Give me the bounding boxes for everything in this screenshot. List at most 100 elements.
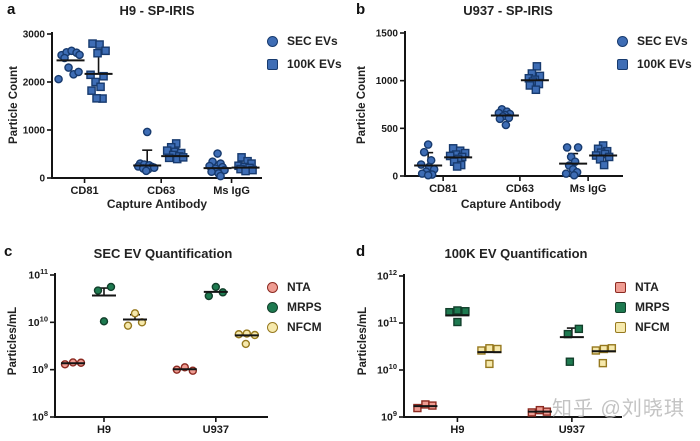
data-point — [99, 317, 109, 326]
x-tick-label: Ms IgG — [213, 185, 250, 197]
data-point — [211, 282, 221, 292]
chart-b-canvas: 0 500 1000 1500 CD81 CD63 Ms IgG — [376, 29, 623, 195]
y-tick-label: 109 — [32, 362, 48, 377]
chart-b-y-axis-title: Particle Count — [356, 66, 368, 144]
x-tick-label: H9 — [97, 424, 111, 436]
chart-d-canvas: 109 1010 1011 1012 H9 U937 — [377, 268, 622, 436]
data-point — [164, 153, 174, 163]
legend-item: MRPS — [615, 297, 670, 317]
circle-marker-icon — [267, 281, 278, 293]
legend-label: NFCM — [287, 320, 322, 334]
chart-a-title: H9 - SP-IRIS — [119, 3, 195, 18]
x-tick-label: CD63 — [147, 185, 175, 197]
data-point — [501, 120, 511, 130]
chart-a-canvas: 0 1000 2000 3000 CD81 CD63 Ms IgG — [23, 30, 262, 197]
chart-b-x-axis-title: Capture Antibody — [460, 197, 562, 211]
x-tick-label: U937 — [203, 424, 229, 436]
y-tick-label: 108 — [32, 409, 48, 424]
x-tick-label: U937 — [559, 424, 585, 436]
data-point — [75, 50, 84, 60]
data-point — [92, 94, 101, 103]
chart-a-y-axis-title: Particle Count — [8, 66, 20, 144]
panel-label-b: b — [356, 1, 366, 18]
legend-label: 100K EVs — [287, 57, 342, 71]
data-point — [569, 170, 579, 180]
x-tick-label: Ms IgG — [570, 183, 607, 195]
x-tick-label: CD81 — [429, 183, 457, 195]
y-tick-label: 109 — [381, 409, 397, 424]
legend-label: MRPS — [287, 300, 322, 314]
data-point — [531, 85, 541, 95]
y-tick-label: 1000 — [23, 126, 46, 137]
chart-d-y-axis-title: Particles/mL — [357, 306, 369, 376]
y-tick-label: 1010 — [377, 362, 397, 377]
square-marker-icon — [615, 321, 626, 333]
chart-c-canvas: 108 109 1010 1011 H9 U937 — [28, 267, 268, 436]
chart-c-title: SEC EV Quantification — [93, 246, 233, 261]
legend-label: SEC EVs — [637, 34, 688, 48]
x-tick-label: CD81 — [70, 185, 98, 197]
data-point — [101, 46, 110, 56]
panel-label-a: a — [7, 1, 16, 18]
chart-c-legend: NTA MRPS NFCM — [267, 277, 322, 337]
legend-label: NTA — [287, 280, 311, 294]
y-tick-label: 1011 — [28, 267, 48, 282]
circle-marker-icon — [617, 35, 628, 47]
legend-item: 100K EVs — [267, 54, 342, 74]
data-point — [123, 321, 133, 330]
square-marker-icon — [615, 301, 626, 313]
data-point — [213, 149, 222, 158]
data-point — [423, 170, 433, 180]
legend-item: SEC EVs — [267, 31, 342, 51]
data-point — [91, 77, 100, 87]
circle-marker-icon — [267, 35, 278, 47]
data-point — [461, 307, 470, 316]
chart-a-legend: SEC EVs 100K EVs — [267, 31, 342, 74]
legend-label: MRPS — [635, 300, 670, 314]
data-point — [452, 162, 462, 171]
y-tick-label: 3000 — [23, 30, 46, 41]
chart-b-title: U937 - SP-IRIS — [463, 3, 553, 18]
data-point — [598, 358, 608, 368]
chart-d-title: 100K EV Quantification — [444, 246, 588, 261]
data-point — [141, 166, 151, 176]
y-tick-label: 1000 — [376, 76, 399, 87]
legend-item: 100K EVs — [617, 54, 692, 74]
legend-item: NFCM — [267, 317, 322, 337]
legend-label: 100K EVs — [637, 57, 692, 71]
circle-marker-icon — [267, 321, 278, 333]
chart-b-legend: SEC EVs 100K EVs — [617, 31, 692, 74]
y-tick-label: 1011 — [377, 315, 397, 330]
watermark: 知乎 @刘晓琪 — [552, 398, 685, 420]
data-point — [561, 169, 571, 178]
x-tick-label: CD63 — [506, 183, 534, 195]
data-point — [599, 160, 609, 170]
y-tick-label: 1500 — [376, 29, 399, 40]
data-point — [207, 167, 216, 177]
data-point — [453, 306, 462, 315]
circle-marker-icon — [267, 301, 278, 313]
legend-label: NFCM — [635, 320, 670, 334]
data-point — [142, 127, 152, 137]
panel-label-d: d — [356, 243, 366, 260]
data-point — [74, 67, 83, 77]
data-point — [95, 40, 104, 49]
data-point — [93, 48, 102, 58]
legend-item: NFCM — [615, 317, 670, 337]
legend-item: NTA — [615, 277, 670, 297]
data-point — [423, 140, 433, 149]
data-point — [485, 344, 494, 353]
y-tick-label: 2000 — [23, 78, 46, 89]
legend-label: NTA — [635, 280, 659, 294]
legend-item: MRPS — [267, 297, 322, 317]
legend-item: NTA — [267, 277, 322, 297]
data-point — [241, 339, 251, 349]
data-point — [87, 86, 96, 95]
square-marker-icon — [267, 58, 278, 70]
legend-item: SEC EVs — [617, 31, 692, 51]
y-tick-label: 0 — [392, 172, 398, 183]
y-tick-label: 0 — [39, 174, 45, 185]
y-tick-label: 1010 — [28, 314, 48, 329]
panel-label-c: c — [4, 243, 13, 260]
data-point — [532, 62, 542, 71]
